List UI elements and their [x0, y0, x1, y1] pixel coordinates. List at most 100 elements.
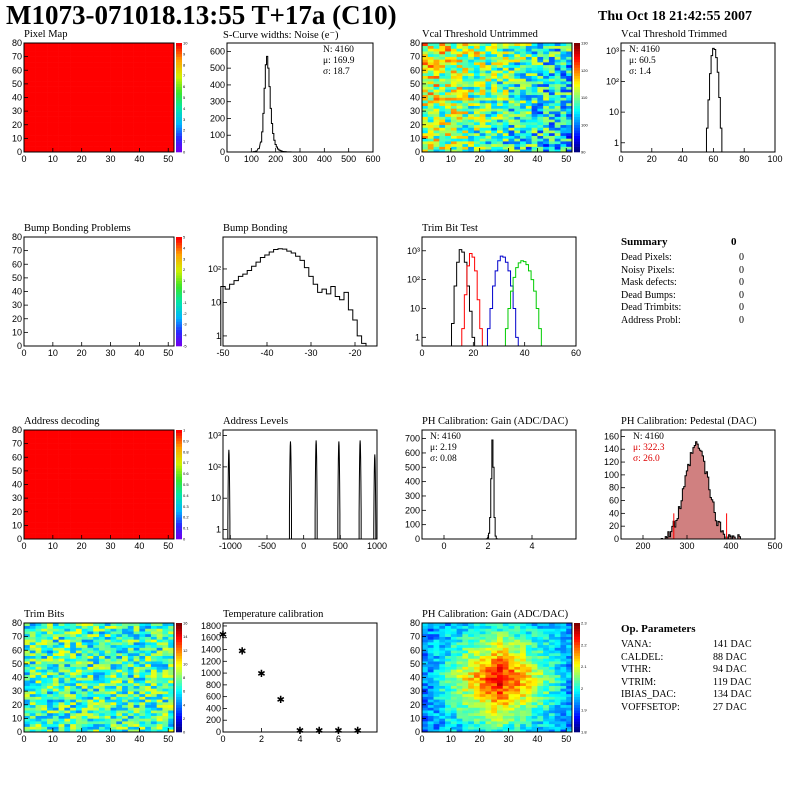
heatmap-cell [532, 103, 538, 106]
heatmap-cell [99, 468, 105, 471]
heatmap-cell [64, 62, 70, 65]
heatmap-cell [491, 62, 497, 65]
heatmap-cell [428, 46, 434, 49]
heatmap-cell [111, 262, 117, 265]
heatmap-cell [47, 100, 53, 103]
heatmap-cell [168, 455, 174, 458]
heatmap-cell [134, 262, 140, 265]
heatmap-cell [128, 138, 134, 141]
heatmap-cell [53, 62, 59, 65]
heatmap-cell [422, 87, 428, 90]
heatmap-cell [468, 144, 474, 147]
heatmap-cell [157, 302, 163, 305]
heatmap-cell [59, 504, 65, 507]
heatmap-cell [76, 59, 82, 62]
heatmap-cell [514, 62, 520, 65]
heatmap-cell [70, 103, 76, 106]
heatmap-cell [145, 504, 151, 507]
heatmap-cell [139, 482, 145, 485]
heatmap-cell [549, 103, 555, 106]
y-tick-label: 120 [604, 457, 619, 467]
heatmap-cell [543, 51, 549, 54]
heatmap-cell [30, 699, 36, 702]
heatmap-cell [434, 81, 440, 84]
heatmap-cell [47, 106, 53, 109]
heatmap-cell [520, 68, 526, 71]
heatmap-cell [468, 122, 474, 125]
heatmap-cell [111, 119, 117, 122]
heatmap-cell [111, 256, 117, 259]
palette-segment [176, 495, 182, 498]
heatmap-cell [428, 144, 434, 147]
heatmap-cell [70, 493, 76, 496]
heatmap-cell [99, 111, 105, 114]
heatmap-cell [134, 485, 140, 488]
heatmap-cell [139, 240, 145, 243]
heatmap-cell [76, 256, 82, 259]
heatmap-cell [485, 117, 491, 120]
heatmap-cell [116, 332, 122, 335]
palette-segment [176, 125, 182, 128]
heatmap-cell [70, 292, 76, 295]
heatmap-cell [64, 498, 70, 501]
heatmap-cell [116, 438, 122, 441]
heatmap-cell [122, 465, 128, 468]
heatmap-cell [47, 512, 53, 515]
heatmap-cell [532, 147, 538, 150]
heatmap-cell [134, 136, 140, 139]
heatmap-cell [41, 686, 47, 689]
heatmap-cell [139, 108, 145, 111]
heatmap-cell [82, 523, 88, 526]
histogram-line [253, 56, 293, 152]
heatmap-cell [87, 147, 93, 150]
heatmap-cell [560, 62, 566, 65]
heatmap-cell [99, 46, 105, 49]
heatmap-cell [36, 338, 42, 341]
heatmap-cell [53, 637, 59, 640]
palette-segment [574, 122, 580, 125]
heatmap-cell [434, 87, 440, 90]
heatmap-cell [70, 520, 76, 523]
heatmap-cell [139, 449, 145, 452]
heatmap-cell [503, 92, 509, 95]
heatmap-cell [134, 59, 140, 62]
heatmap-cell [145, 68, 151, 71]
heatmap-cell [157, 251, 163, 254]
heatmap-cell [116, 127, 122, 130]
heatmap-cell [47, 531, 53, 534]
heatmap-cell [47, 311, 53, 314]
heatmap-cell [116, 267, 122, 270]
heatmap-cell [439, 57, 445, 60]
heatmap-cell [157, 147, 163, 150]
heatmap-cell [514, 59, 520, 62]
heatmap-cell [168, 482, 174, 485]
heatmap-cell [64, 474, 70, 477]
heatmap-cell [168, 48, 174, 51]
heatmap-cell [537, 98, 543, 101]
heatmap-cell [162, 525, 168, 528]
heatmap-cell [532, 84, 538, 87]
heatmap-cell [93, 463, 99, 466]
heatmap-cell [30, 327, 36, 330]
heatmap-cell [157, 267, 163, 270]
heatmap-cell [87, 108, 93, 111]
heatmap-cell [82, 259, 88, 262]
stats-box: N: 4160 μ: 2.19 σ: 0.08 [430, 432, 461, 465]
heatmap-cell [36, 256, 42, 259]
heatmap-cell [53, 672, 59, 675]
heatmap-cell [122, 65, 128, 68]
heatmap-cell [134, 141, 140, 144]
heatmap-cell [82, 262, 88, 265]
heatmap-cell [59, 275, 65, 278]
palette-segment [176, 493, 182, 496]
heatmap-cell [509, 76, 515, 79]
heatmap-cell [168, 270, 174, 273]
heatmap-cell [549, 51, 555, 54]
heatmap-cell [59, 509, 65, 512]
heatmap-cell [82, 147, 88, 150]
palette-segment [176, 59, 182, 62]
heatmap-cell [157, 449, 163, 452]
heatmap-cell [520, 147, 526, 150]
heatmap-cell [41, 523, 47, 526]
heatmap-cell [116, 144, 122, 147]
